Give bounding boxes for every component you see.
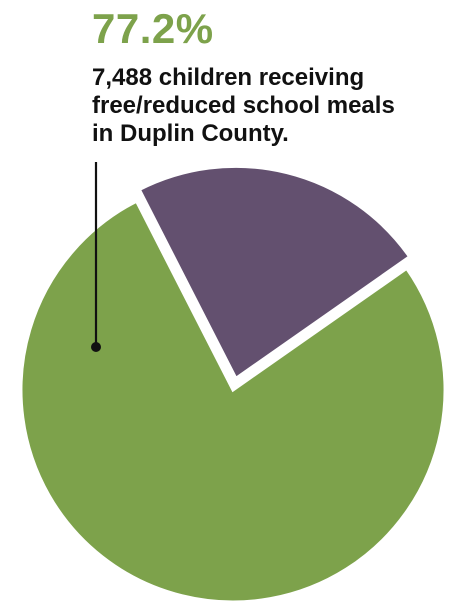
callout-leader-dot [91, 342, 101, 352]
pie-slice-1 [19, 199, 447, 601]
pie-slices [19, 164, 447, 601]
annotation-text: 7,488 children receiving free/reduced sc… [92, 64, 395, 147]
pie-slice-2 [137, 164, 412, 381]
pie-annotation: 77.2% 7,488 children receiving free/redu… [92, 8, 395, 148]
annotation-percent: 77.2% [92, 5, 214, 52]
